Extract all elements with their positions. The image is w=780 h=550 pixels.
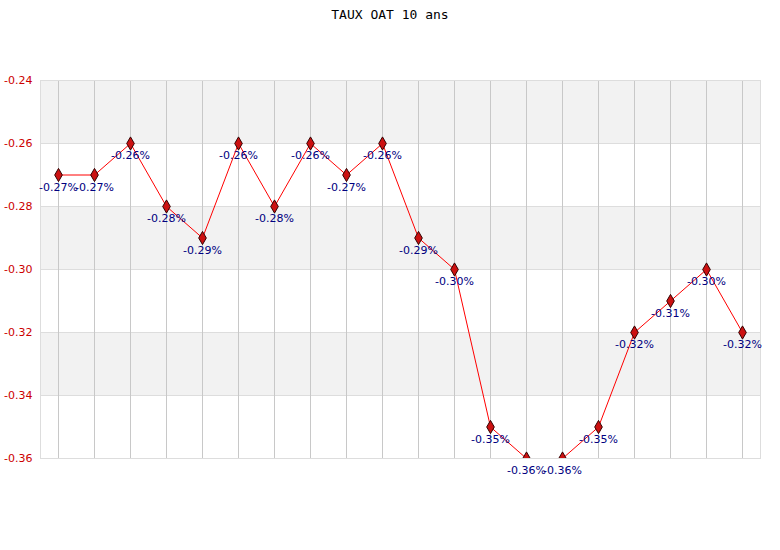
svg-text:-0.27%: -0.27% bbox=[327, 181, 366, 194]
svg-text:-0.29%: -0.29% bbox=[183, 244, 222, 257]
svg-text:-0.27%: -0.27% bbox=[75, 181, 114, 194]
svg-text:-0.35%: -0.35% bbox=[579, 433, 618, 446]
svg-text:-0.28%: -0.28% bbox=[255, 212, 294, 225]
svg-text:-0.30: -0.30 bbox=[4, 263, 32, 276]
svg-text:-0.36%: -0.36% bbox=[543, 464, 582, 477]
svg-text:-0.31%: -0.31% bbox=[651, 307, 690, 320]
svg-text:-0.32: -0.32 bbox=[4, 326, 32, 339]
svg-text:-0.26%: -0.26% bbox=[291, 149, 330, 162]
svg-text:-0.26%: -0.26% bbox=[363, 149, 402, 162]
svg-text:-0.36%: -0.36% bbox=[507, 464, 546, 477]
svg-text:-0.30%: -0.30% bbox=[687, 275, 726, 288]
svg-text:-0.32%: -0.32% bbox=[723, 338, 762, 351]
svg-text:-0.26: -0.26 bbox=[4, 137, 32, 150]
svg-text:-0.27%: -0.27% bbox=[39, 181, 78, 194]
svg-text:-0.28: -0.28 bbox=[4, 200, 32, 213]
svg-text:-0.24: -0.24 bbox=[4, 74, 32, 87]
html-text:TAUX OAT 10 ans: TAUX OAT 10 ans bbox=[331, 7, 449, 22]
svg-text:-0.36: -0.36 bbox=[4, 452, 32, 465]
svg-text:-0.32%: -0.32% bbox=[615, 338, 654, 351]
svg-text:-0.30%: -0.30% bbox=[435, 275, 474, 288]
svg-text:-0.26%: -0.26% bbox=[111, 149, 150, 162]
svg-text:-0.29%: -0.29% bbox=[399, 244, 438, 257]
svg-text:-0.28%: -0.28% bbox=[147, 212, 186, 225]
svg-text:-0.35%: -0.35% bbox=[471, 433, 510, 446]
svg-text:-0.34: -0.34 bbox=[4, 389, 32, 402]
svg-text:-0.26%: -0.26% bbox=[219, 149, 258, 162]
